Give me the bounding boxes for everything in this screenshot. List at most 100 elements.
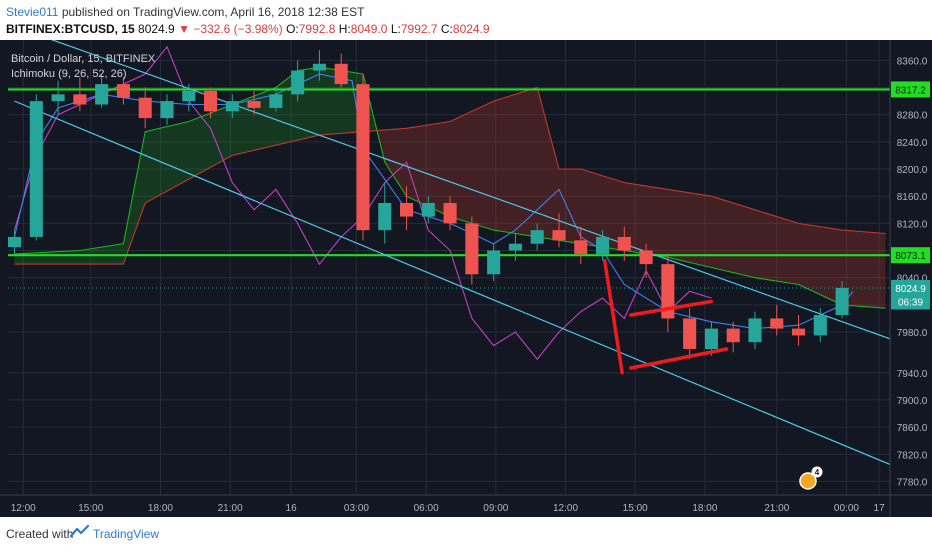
- candle-body: [182, 90, 196, 102]
- chart-title: Bitcoin / Dollar, 15, BITFINEX: [11, 53, 156, 65]
- candle-body: [8, 236, 22, 248]
- candle-body: [312, 63, 326, 71]
- cloud-bullish: [14, 67, 380, 265]
- candle-body: [138, 97, 152, 119]
- flag-icon[interactable]: [799, 472, 817, 490]
- price-badges: 8317.2 8073.1 8024.9 06:39: [891, 81, 930, 310]
- indicator-label[interactable]: Ichimoku (9, 26, 52, 26): [11, 68, 127, 80]
- time-tick-label: 21:00: [218, 503, 243, 514]
- symbol-label[interactable]: BITFINEX:BTCUSD, 15: [6, 22, 135, 36]
- price-tick-label: 7980.0: [897, 328, 928, 339]
- candle-body: [813, 315, 827, 336]
- candle-body: [225, 101, 239, 112]
- candle-body: [530, 230, 544, 244]
- timer-badge: [891, 293, 930, 310]
- chart-area[interactable]: 8360.08320.08280.08240.08200.08160.08120…: [0, 25, 932, 517]
- candle-body: [683, 318, 697, 349]
- price-change: −332.6 (−3.98%): [193, 22, 283, 36]
- ichimoku-cloud: [14, 67, 886, 309]
- open-value: 7992.8: [298, 22, 336, 36]
- candle-body: [835, 287, 849, 316]
- candle-body: [116, 84, 130, 98]
- pattern-line: [602, 258, 624, 375]
- candle-body: [400, 202, 414, 217]
- candle-body: [204, 90, 218, 112]
- time-tick-label: 00:00: [834, 503, 859, 514]
- candle-body: [487, 250, 501, 275]
- level-badge: [891, 81, 930, 98]
- time-tick-label: 12:00: [553, 503, 578, 514]
- channel-line: [14, 100, 891, 465]
- last-price: 8024.9: [138, 22, 175, 36]
- timer-badge-label: 06:39: [898, 297, 923, 308]
- last-badge-label: 8024.9: [895, 284, 926, 295]
- pattern-line: [629, 299, 714, 317]
- time-axis[interactable]: 12:00 15:00 18:00 21:00 16 03:00 06:00 09:00 12:…: [11, 503, 885, 514]
- candle-body: [247, 101, 261, 108]
- candle-body: [508, 243, 522, 251]
- candle-body: [661, 264, 675, 319]
- price-tick-label: 8360.0: [897, 56, 928, 67]
- channel-lines[interactable]: [14, 25, 891, 465]
- time-tick-label: 18:00: [692, 503, 717, 514]
- low-value: 7992.7: [400, 22, 438, 36]
- price-tick-label: 8200.0: [897, 165, 928, 176]
- time-tick-label: 16: [286, 503, 298, 514]
- candles: [8, 50, 849, 360]
- grid: [8, 40, 890, 495]
- price-tick-label: 7820.0: [897, 450, 928, 461]
- event-count-badge: [811, 466, 823, 478]
- price-tick-label: 8240.0: [897, 138, 928, 149]
- candle-body: [291, 70, 305, 95]
- event-count: 4: [815, 468, 820, 477]
- flag-marker[interactable]: 4: [799, 466, 823, 490]
- candle-body: [160, 101, 174, 119]
- candle-body: [95, 84, 109, 105]
- candle-body: [748, 318, 762, 343]
- horizontal-levels[interactable]: [8, 88, 890, 289]
- candle-body: [421, 202, 435, 217]
- close-value: 8024.9: [452, 22, 490, 36]
- candle-body: [465, 223, 479, 275]
- lagging-span: [13, 45, 712, 361]
- price-tick-label: 7780.0: [897, 477, 928, 488]
- price-tick-label: 8120.0: [897, 219, 928, 230]
- candle-body: [269, 94, 283, 108]
- candle-body: [596, 236, 610, 254]
- leading-span-b: [14, 86, 886, 265]
- tradingview-logo-icon[interactable]: [70, 525, 90, 539]
- created-with-text: Created with: [6, 527, 74, 541]
- tradingview-brand[interactable]: TradingView: [93, 527, 160, 541]
- candle-body: [334, 63, 348, 85]
- time-tick-label: 15:00: [78, 503, 103, 514]
- time-tick-label: 12:00: [11, 503, 36, 514]
- open-label: O:: [286, 22, 299, 36]
- channel-line: [14, 25, 891, 340]
- author-link[interactable]: Stevie011: [6, 5, 59, 19]
- time-tick-label: 18:00: [148, 503, 173, 514]
- time-tick-label: 09:00: [483, 503, 508, 514]
- candle-body: [378, 202, 392, 231]
- candle-body: [770, 318, 784, 329]
- high-value: 8049.0: [350, 22, 388, 36]
- level-badge-label: 8073.1: [895, 251, 926, 262]
- pattern-lines[interactable]: [602, 258, 729, 375]
- pattern-line: [629, 347, 729, 370]
- candle-body: [552, 230, 566, 241]
- price-tick-label: 8280.0: [897, 111, 928, 122]
- level-badge: [891, 247, 930, 264]
- candle-body: [51, 94, 65, 102]
- candle-body: [617, 236, 631, 251]
- time-tick-label: 06:00: [414, 503, 439, 514]
- level-badge-label: 8317.2: [895, 85, 926, 96]
- candle-body: [443, 202, 457, 224]
- candle-body: [356, 84, 370, 231]
- symbol-line: BITFINEX:BTCUSD, 15 8024.9 ▼ −332.6 (−3.…: [6, 22, 490, 36]
- price-chart[interactable]: 8360.08320.08280.08240.08200.08160.08120…: [0, 25, 932, 517]
- time-tick-label: 17: [874, 503, 886, 514]
- candle-body: [639, 250, 653, 265]
- chart-header: Stevie011 published on TradingView.com, …: [0, 0, 932, 40]
- candle-body: [726, 328, 740, 343]
- candle-body: [29, 101, 43, 237]
- candle-body: [574, 240, 588, 254]
